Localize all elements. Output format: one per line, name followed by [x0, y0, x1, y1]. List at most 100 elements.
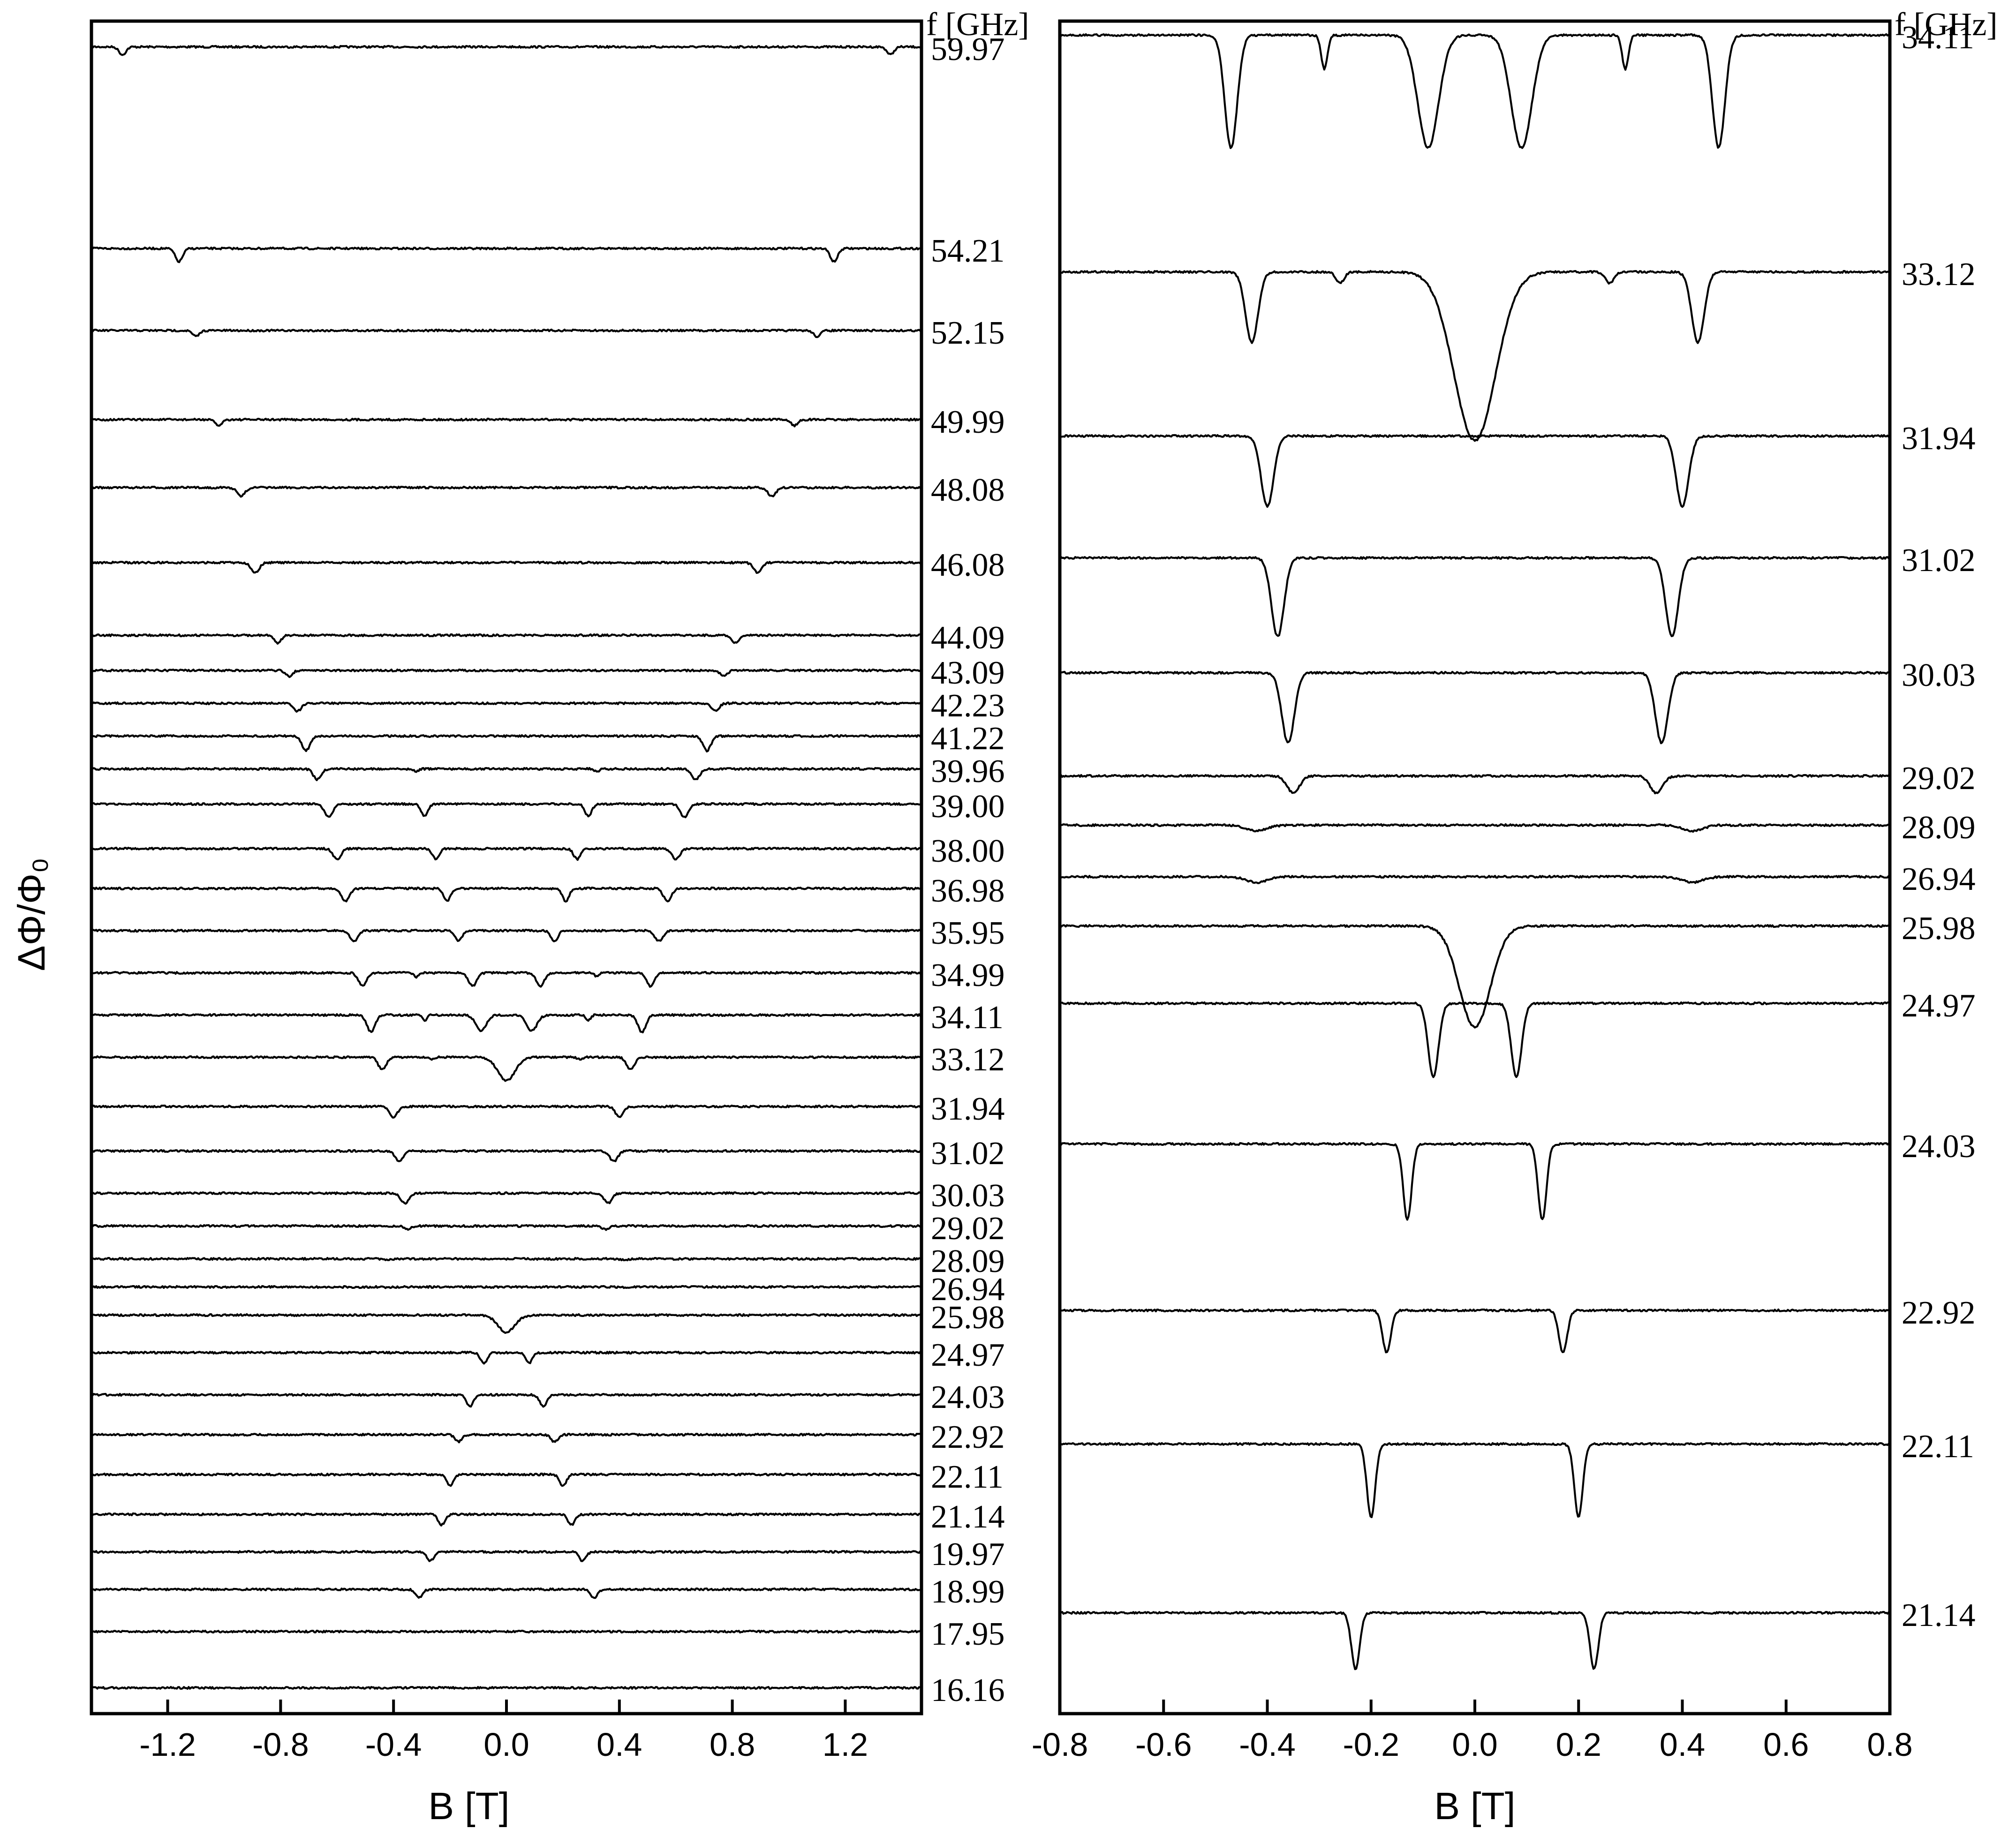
trace-24.03 [1059, 1142, 1890, 1221]
right-plot-frame [1058, 19, 1892, 1716]
frequency-label-43.09: 43.09 [931, 655, 1005, 691]
frequency-label-34.99: 34.99 [931, 957, 1005, 993]
left-unit-header: f [GHz] [926, 7, 1029, 43]
frequency-label-24.03: 24.03 [1902, 1129, 1976, 1165]
frequency-label-59.97: 59.97 [931, 31, 1005, 68]
trace-29.02 [1060, 774, 1890, 795]
trace-42.23 [91, 701, 922, 713]
frequency-label-34.11: 34.11 [1902, 20, 1974, 56]
trace-29.02 [91, 1224, 922, 1231]
x-tick-label: -0.4 [1239, 1726, 1296, 1763]
x-tick-label: -0.4 [365, 1726, 422, 1763]
frequency-label-22.92: 22.92 [931, 1419, 1005, 1455]
left-plot-frame [90, 19, 923, 1716]
frequency-label-36.98: 36.98 [931, 873, 1005, 909]
x-tick-label: 0.8 [710, 1726, 755, 1763]
frequency-label-24.03: 24.03 [931, 1379, 1005, 1415]
frequency-label-34.11: 34.11 [931, 1000, 1004, 1036]
frequency-label-31.02: 31.02 [1902, 542, 1976, 579]
frequency-label-35.95: 35.95 [931, 915, 1005, 951]
trace-26.94 [1059, 874, 1890, 884]
frequency-label-48.08: 48.08 [931, 472, 1005, 508]
frequency-label-28.09: 28.09 [931, 1243, 1005, 1279]
frequency-label-44.09: 44.09 [931, 620, 1005, 656]
frequency-label-17.95: 17.95 [931, 1616, 1005, 1652]
trace-28.09 [91, 1257, 922, 1262]
trace-17.95 [91, 1629, 922, 1634]
frequency-label-30.03: 30.03 [931, 1178, 1005, 1214]
trace-18.99 [91, 1587, 922, 1599]
trace-43.09 [91, 668, 922, 678]
frequency-label-49.99: 49.99 [931, 404, 1005, 440]
left-x-ticks: -1.2 -0.8 -0.4 0.0 0.4 0.8 1.2 [139, 1700, 868, 1763]
x-tick-label: 0.6 [1763, 1726, 1809, 1763]
x-tick-label: 0.2 [1556, 1726, 1601, 1763]
trace-21.14 [91, 1512, 922, 1527]
left-panel: -1.2 -0.8 -0.4 0.0 0.4 0.8 1.2 59.97 54.21 52.15… [10, 7, 1029, 1828]
frequency-label-54.21: 54.21 [931, 233, 1005, 269]
x-tick-label: 0.0 [1452, 1726, 1497, 1763]
frequency-label-26.94: 26.94 [1902, 861, 1976, 897]
trace-33.12 [91, 1055, 922, 1082]
trace-31.94 [1059, 434, 1891, 508]
trace-22.92 [1059, 1308, 1890, 1354]
trace-22.11 [1059, 1442, 1891, 1519]
x-tick-label: 1.2 [823, 1726, 868, 1763]
frequency-label-28.09: 28.09 [1902, 810, 1976, 846]
trace-22.92 [91, 1432, 922, 1444]
trace-24.03 [91, 1392, 922, 1408]
frequency-label-39.00: 39.00 [931, 789, 1005, 825]
trace-38.00 [91, 846, 922, 861]
trace-33.12 [1059, 270, 1891, 442]
frequency-label-25.98: 25.98 [931, 1300, 1005, 1336]
trace-41.22 [91, 734, 922, 752]
trace-26.94 [91, 1285, 922, 1289]
x-tick-label: -0.2 [1343, 1726, 1399, 1763]
trace-39.00 [91, 802, 922, 819]
frequency-label-33.12: 33.12 [1902, 256, 1976, 293]
right-frequency-labels: 34.11 33.12 31.94 31.02 30.03 29.02 28.09 26.94… [1902, 20, 1976, 1633]
right-traces [1059, 33, 1891, 1670]
x-tick-label: -0.6 [1135, 1726, 1192, 1763]
frequency-label-22.11: 22.11 [1902, 1429, 1974, 1465]
trace-34.99 [91, 971, 922, 988]
trace-25.98 [1059, 924, 1890, 1029]
frequency-label-19.97: 19.97 [931, 1536, 1005, 1573]
x-tick-label: 0.4 [596, 1726, 642, 1763]
trace-36.98 [91, 886, 922, 903]
y-axis-label: ΔΦ/Φ₀ [10, 858, 53, 971]
trace-30.03 [91, 1191, 922, 1205]
trace-24.97 [1059, 1001, 1891, 1078]
frequency-label-31.94: 31.94 [1902, 421, 1976, 457]
trace-31.02 [1059, 556, 1890, 637]
frequency-label-29.02: 29.02 [1902, 760, 1976, 797]
trace-46.08 [91, 560, 922, 574]
frequency-label-21.14: 21.14 [1902, 1597, 1976, 1633]
frequency-label-39.96: 39.96 [931, 753, 1005, 790]
x-tick-label: -0.8 [252, 1726, 309, 1763]
right-x-ticks: -0.8 -0.6 -0.4 -0.2 0.0 0.2 0.4 0.6 0.8 [1032, 1700, 1913, 1763]
trace-44.09 [91, 633, 922, 645]
frequency-label-52.15: 52.15 [931, 315, 1005, 351]
frequency-label-41.22: 41.22 [931, 721, 1005, 757]
trace-19.97 [91, 1550, 922, 1562]
trace-24.97 [91, 1350, 922, 1365]
right-panel: -0.8 -0.6 -0.4 -0.2 0.0 0.2 0.4 0.6 0.8 34.11 33.… [1032, 7, 1998, 1828]
trace-16.16 [91, 1686, 922, 1690]
frequency-label-38.00: 38.00 [931, 833, 1005, 869]
trace-34.11 [1059, 33, 1891, 149]
x-tick-label: -1.2 [139, 1726, 196, 1763]
x-tick-label: -0.8 [1032, 1726, 1088, 1763]
frequency-label-26.94: 26.94 [931, 1272, 1005, 1308]
trace-25.98 [91, 1313, 922, 1334]
frequency-label-22.92: 22.92 [1902, 1295, 1976, 1331]
frequency-label-25.98: 25.98 [1902, 910, 1976, 947]
right-unit-header: f [GHz] [1895, 7, 1998, 43]
frequency-label-16.16: 16.16 [931, 1672, 1005, 1708]
trace-35.95 [91, 928, 922, 942]
trace-21.14 [1059, 1610, 1891, 1670]
frequency-label-30.03: 30.03 [1902, 657, 1976, 693]
trace-48.08 [91, 485, 922, 498]
x-tick-label: 0.0 [483, 1726, 529, 1763]
